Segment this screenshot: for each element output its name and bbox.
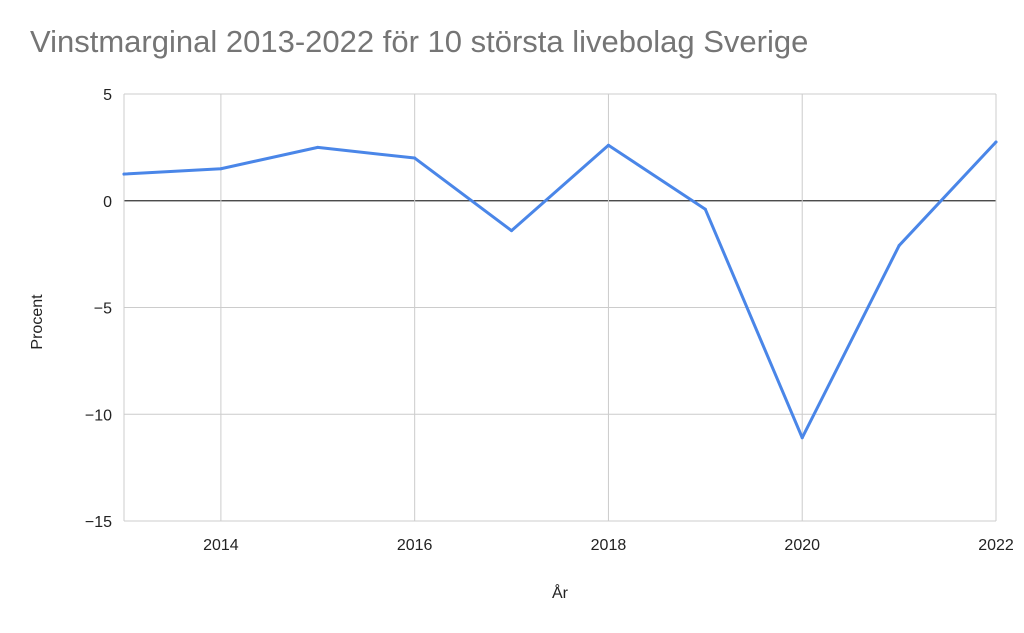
x-tick-label: 2016: [397, 537, 433, 554]
x-axis-title: År: [552, 583, 569, 602]
y-axis-title: Procent: [29, 294, 46, 350]
y-tick-label: 5: [103, 87, 112, 104]
y-tick-label: −5: [94, 301, 112, 318]
y-tick-label: 0: [103, 194, 112, 211]
data-point: [510, 229, 514, 233]
series-line: [122, 140, 998, 440]
chart-title: Vinstmarginal 2013-2022 för 10 största l…: [30, 24, 809, 59]
y-tick-label: −15: [85, 514, 112, 531]
data-point: [800, 436, 804, 440]
data-point: [316, 145, 320, 149]
data-point: [994, 140, 998, 144]
data-point: [897, 244, 901, 248]
data-point: [606, 143, 610, 147]
x-tick-label: 2022: [978, 537, 1014, 554]
x-tick-label: 2020: [784, 537, 820, 554]
data-point: [703, 207, 707, 211]
y-tick-label: −10: [85, 407, 112, 424]
data-point: [413, 156, 417, 160]
data-point: [219, 167, 223, 171]
data-point: [122, 172, 126, 176]
x-tick-label: 2014: [203, 537, 239, 554]
x-tick-label: 2018: [591, 537, 627, 554]
